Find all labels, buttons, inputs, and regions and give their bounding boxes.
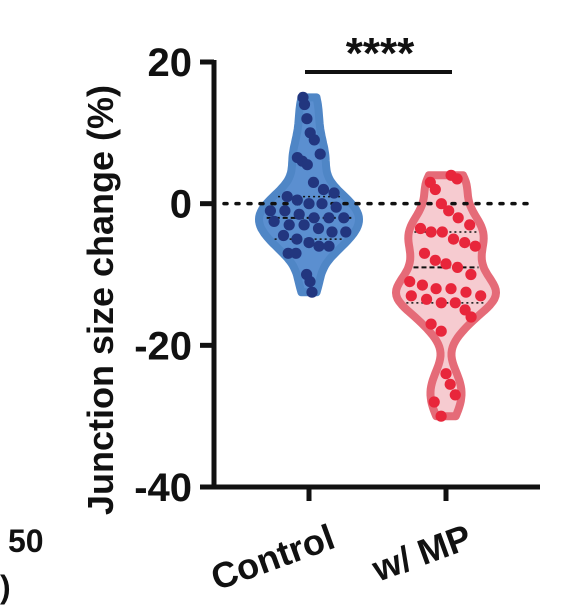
data-point — [475, 290, 487, 302]
data-point — [425, 318, 437, 330]
data-point — [290, 247, 302, 259]
data-point — [469, 240, 481, 252]
data-point — [313, 240, 325, 252]
data-point — [428, 396, 440, 408]
data-point — [291, 233, 303, 245]
data-point — [418, 247, 431, 259]
data-point — [298, 219, 310, 231]
x-category-label: Control — [205, 516, 339, 598]
data-point — [340, 226, 352, 238]
data-point — [326, 226, 338, 238]
data-point — [330, 201, 342, 213]
data-point — [465, 311, 477, 323]
data-point — [425, 226, 437, 238]
data-point — [449, 389, 461, 401]
data-point — [429, 183, 441, 196]
points-layer — [264, 91, 487, 422]
data-point — [451, 173, 463, 185]
data-point — [291, 194, 303, 206]
data-point — [328, 187, 340, 199]
x-category-label: w/ MP — [366, 516, 477, 590]
data-point — [298, 98, 311, 111]
data-point — [440, 258, 452, 270]
data-point — [465, 268, 477, 281]
data-point — [307, 176, 320, 188]
data-point — [314, 148, 326, 160]
data-point — [312, 222, 325, 235]
data-point — [277, 229, 290, 242]
data-point — [416, 279, 428, 291]
data-point — [268, 215, 280, 227]
data-point — [304, 276, 316, 288]
data-point — [435, 410, 447, 422]
edge-fragment-bottom: ) — [0, 569, 11, 605]
data-point — [323, 240, 335, 252]
data-point — [306, 286, 318, 298]
data-point — [460, 286, 472, 298]
data-point — [308, 134, 320, 146]
data-point — [464, 219, 476, 231]
data-point — [264, 205, 276, 217]
significance-label: **** — [346, 29, 415, 78]
axes-layer — [200, 59, 540, 501]
data-point — [404, 276, 416, 288]
y-tick-label: -40 — [134, 466, 192, 510]
data-point — [405, 290, 417, 302]
y-tick-label: 20 — [148, 41, 193, 85]
data-point — [445, 283, 457, 295]
data-point — [281, 191, 293, 203]
data-point — [440, 368, 452, 380]
data-point — [293, 208, 305, 220]
data-point — [282, 247, 294, 259]
data-point — [301, 113, 313, 125]
data-point — [451, 261, 464, 273]
data-point — [449, 297, 461, 309]
data-point — [283, 219, 295, 231]
data-point — [435, 297, 447, 309]
data-point — [444, 378, 456, 390]
violin-layer — [255, 93, 500, 421]
data-point — [436, 226, 448, 238]
data-point — [316, 198, 328, 210]
violin-w-mp — [392, 171, 500, 421]
data-point — [303, 198, 315, 210]
data-point — [414, 222, 427, 235]
data-point — [429, 254, 441, 266]
data-point — [301, 159, 313, 171]
data-point — [308, 212, 320, 224]
data-point — [447, 233, 460, 245]
data-point — [443, 205, 455, 217]
data-point — [279, 205, 291, 217]
data-point — [421, 293, 433, 305]
labels-layer: 20 0 -20 -40 Control w/ MP Junction size chang… — [0, 29, 477, 605]
data-point — [435, 198, 447, 210]
y-tick-label: -20 — [134, 324, 192, 368]
y-tick-label: 0 — [170, 183, 192, 227]
data-point — [459, 237, 471, 249]
data-point — [430, 283, 442, 295]
data-point — [303, 237, 315, 249]
data-point — [317, 183, 330, 196]
y-axis-title: Junction size change (%) — [80, 85, 121, 515]
data-point — [435, 325, 447, 337]
data-point — [323, 212, 335, 224]
data-point — [338, 212, 350, 224]
edge-fragment-top: 50 — [8, 523, 44, 559]
violin-control — [255, 93, 363, 297]
data-point — [452, 212, 464, 224]
